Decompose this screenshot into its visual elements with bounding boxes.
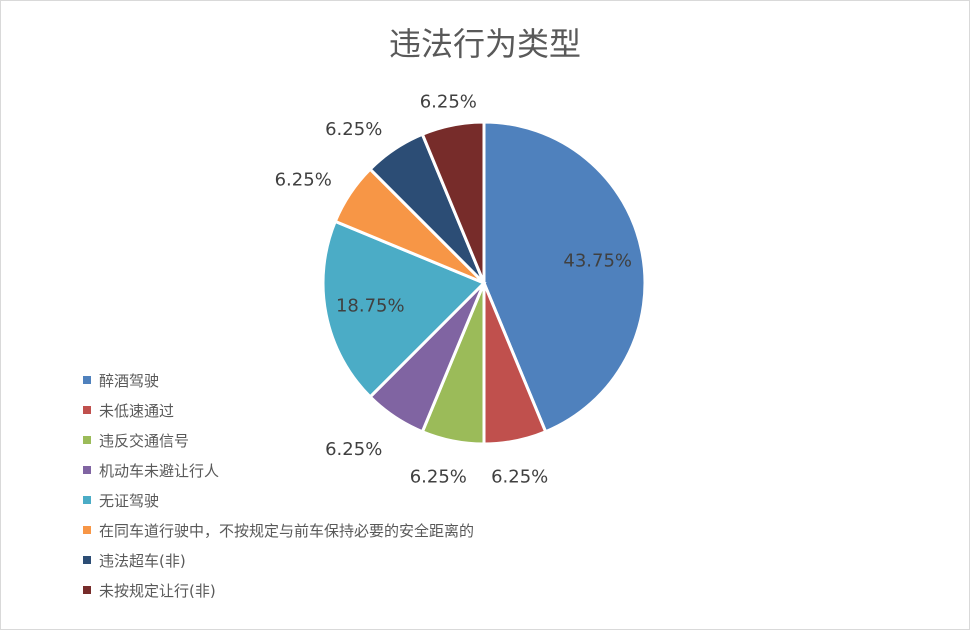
legend-item: 机动车未避让行人 xyxy=(83,455,474,485)
data-label: 18.75% xyxy=(336,296,405,317)
legend: 醉酒驾驶未低速通过违反交通信号机动车未避让行人 无证驾驶在同车道行驶中，不按规定与… xyxy=(83,365,474,605)
legend-label: 无证驾驶 xyxy=(99,491,160,510)
legend-item: 违反交通信号 xyxy=(83,425,474,455)
legend-item: 违法超车(非) xyxy=(83,545,474,575)
legend-swatch xyxy=(83,556,91,564)
data-label: 6.25% xyxy=(420,92,477,113)
data-label: 6.25% xyxy=(491,467,548,488)
legend-swatch xyxy=(83,436,91,444)
data-label: 6.25% xyxy=(325,439,382,460)
legend-swatch xyxy=(83,496,91,504)
legend-swatch xyxy=(83,466,91,474)
legend-label: 醉酒驾驶 xyxy=(99,371,160,390)
legend-item: 在同车道行驶中，不按规定与前车保持必要的安全距离的 xyxy=(83,515,474,545)
data-label: 6.25% xyxy=(410,467,467,488)
legend-swatch xyxy=(83,406,91,414)
data-label: 43.75% xyxy=(563,250,632,271)
legend-item: 未按规定让行(非) xyxy=(83,575,474,605)
legend-swatch xyxy=(83,526,91,534)
data-label: 6.25% xyxy=(275,169,332,190)
data-label: 6.25% xyxy=(325,119,382,140)
pie-slice xyxy=(420,120,486,284)
pie-slice xyxy=(482,120,647,434)
chart-title: 违法行为类型 xyxy=(388,25,581,63)
legend-item: 无证驾驶 xyxy=(83,485,474,515)
legend-label: 机动车未避让行人 xyxy=(99,461,220,480)
legend-label: 在同车道行驶中，不按规定与前车保持必要的安全距离的 xyxy=(99,521,475,540)
legend-label: 违法超车(非) xyxy=(99,551,186,570)
legend-label: 未按规定让行(非) xyxy=(99,581,216,600)
legend-label: 违反交通信号 xyxy=(99,431,190,450)
legend-item: 未低速通过 xyxy=(83,395,474,425)
pie-slice xyxy=(321,219,487,399)
legend-swatch xyxy=(83,586,91,594)
legend-label: 未低速通过 xyxy=(99,401,175,420)
legend-item: 醉酒驾驶 xyxy=(83,365,474,395)
legend-swatch xyxy=(83,376,91,384)
